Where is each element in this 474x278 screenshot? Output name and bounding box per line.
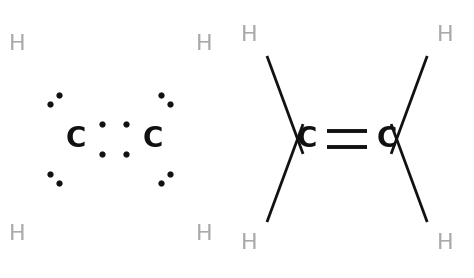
Text: H: H	[437, 26, 454, 46]
Text: H: H	[9, 224, 25, 244]
Text: H: H	[240, 26, 257, 46]
Text: C: C	[65, 125, 86, 153]
Text: C: C	[377, 125, 397, 153]
Text: C: C	[297, 125, 318, 153]
Text: C: C	[143, 125, 163, 153]
Text: H: H	[437, 232, 454, 252]
Text: H: H	[9, 34, 25, 54]
Text: H: H	[196, 34, 212, 54]
Text: H: H	[196, 224, 212, 244]
Text: H: H	[240, 232, 257, 252]
